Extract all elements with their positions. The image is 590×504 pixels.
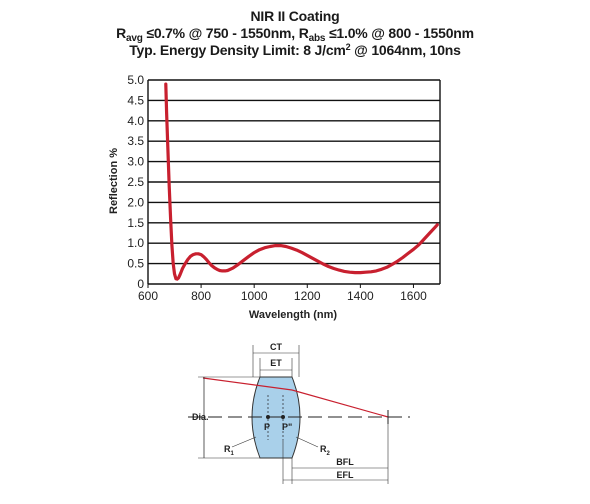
- tick-labels: 0 0.5 1.0 1.5 2.0 2.5 3.0 3.5 4.0 4.5 5.0 600 800 100…: [127, 73, 427, 303]
- y-axis-label: Reflection %: [108, 148, 120, 214]
- ct-label: CT: [270, 342, 282, 352]
- x-tick-label: 600: [138, 289, 158, 303]
- dia-label: Dia.: [192, 412, 209, 422]
- y-tick-label: 4.5: [127, 93, 144, 107]
- bfl-label: BFL: [336, 457, 354, 467]
- axes: [147, 80, 441, 288]
- et-label: ET: [270, 358, 282, 368]
- p-prime-label: P": [282, 422, 292, 432]
- reflection-curve: [164, 82, 439, 281]
- x-tick-label: 1000: [241, 289, 268, 303]
- x-tick-label: 1400: [347, 289, 374, 303]
- x-axis-label: Wavelength (nm): [249, 309, 338, 321]
- y-tick-label: 4.0: [127, 114, 144, 128]
- chart-subtitle-reflection: Ravg ≤0.7% @ 750 - 1550nm, Rabs ≤1.0% @ …: [116, 25, 474, 44]
- y-tick-label: 0.5: [127, 257, 144, 271]
- data-series: [164, 82, 439, 281]
- y-tick-label: 3.5: [127, 134, 144, 148]
- x-tick-label: 1600: [400, 289, 427, 303]
- r2-label: R2: [320, 444, 331, 457]
- y-tick-label: 1.5: [127, 216, 144, 230]
- chart-titles: NIR II Coating Ravg ≤0.7% @ 750 - 1550nm…: [0, 8, 590, 59]
- ray-in: [202, 377, 293, 391]
- x-tick-label: 1200: [294, 289, 321, 303]
- r1-label: R1: [224, 444, 235, 457]
- y-tick-label: 3.0: [127, 155, 144, 169]
- ray-out: [291, 389, 389, 418]
- principal-point-2: [281, 415, 285, 419]
- x-tick-label: 800: [191, 289, 211, 303]
- y-tick-label: 5.0: [127, 73, 144, 87]
- y-tick-label: 0: [137, 277, 144, 291]
- grid-lines: [148, 79, 440, 285]
- chart-title: NIR II Coating: [250, 8, 340, 24]
- y-tick-label: 2.5: [127, 175, 144, 189]
- y-tick-label: 1.0: [127, 236, 144, 250]
- lens-diagram: CT ET Dia. P P" R1 R2 BFL EFL: [188, 342, 410, 484]
- p-label: P: [264, 422, 270, 432]
- chart-subtitle-energy: Typ. Energy Density Limit: 8 J/cm2 @ 106…: [129, 42, 461, 58]
- y-tick-label: 2.0: [127, 195, 144, 209]
- principal-point-1: [266, 415, 270, 419]
- efl-label: EFL: [337, 470, 355, 480]
